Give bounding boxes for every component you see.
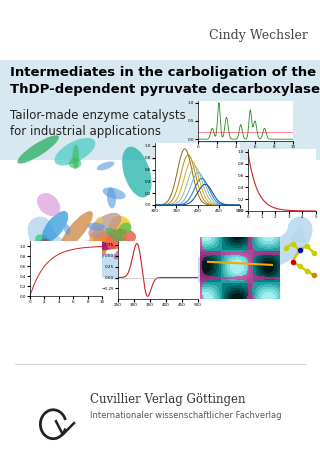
Text: Cuvillier Verlag Göttingen: Cuvillier Verlag Göttingen [90, 392, 245, 405]
Ellipse shape [89, 213, 121, 239]
Ellipse shape [105, 228, 125, 243]
Ellipse shape [72, 145, 79, 169]
Ellipse shape [68, 241, 116, 251]
Text: Tailor-made enzyme catalysts
for industrial applications: Tailor-made enzyme catalysts for industr… [10, 109, 186, 139]
Ellipse shape [114, 247, 127, 259]
Ellipse shape [97, 162, 115, 170]
Ellipse shape [124, 241, 140, 263]
Ellipse shape [109, 216, 131, 237]
Ellipse shape [87, 223, 105, 230]
Ellipse shape [42, 211, 68, 242]
Text: Internationaler wissenschaftlicher Fachverlag: Internationaler wissenschaftlicher Fachv… [90, 410, 282, 420]
Ellipse shape [118, 223, 132, 235]
Ellipse shape [107, 187, 116, 208]
Ellipse shape [103, 187, 126, 199]
Ellipse shape [92, 231, 108, 260]
Text: Intermediates in the carboligation of the
ThDP-dependent pyruvate decarboxylase: Intermediates in the carboligation of th… [10, 66, 320, 95]
Ellipse shape [69, 158, 81, 168]
Text: Cindy Wechsler: Cindy Wechsler [209, 29, 308, 42]
Ellipse shape [89, 229, 109, 256]
Ellipse shape [54, 138, 95, 166]
Ellipse shape [105, 229, 127, 249]
Bar [0, 60, 320, 160]
Ellipse shape [95, 217, 103, 225]
Ellipse shape [37, 193, 60, 216]
Ellipse shape [35, 235, 69, 276]
Ellipse shape [122, 146, 152, 197]
Ellipse shape [99, 229, 136, 249]
Ellipse shape [60, 211, 93, 250]
Ellipse shape [17, 135, 59, 164]
Ellipse shape [40, 239, 50, 248]
Ellipse shape [64, 224, 70, 235]
